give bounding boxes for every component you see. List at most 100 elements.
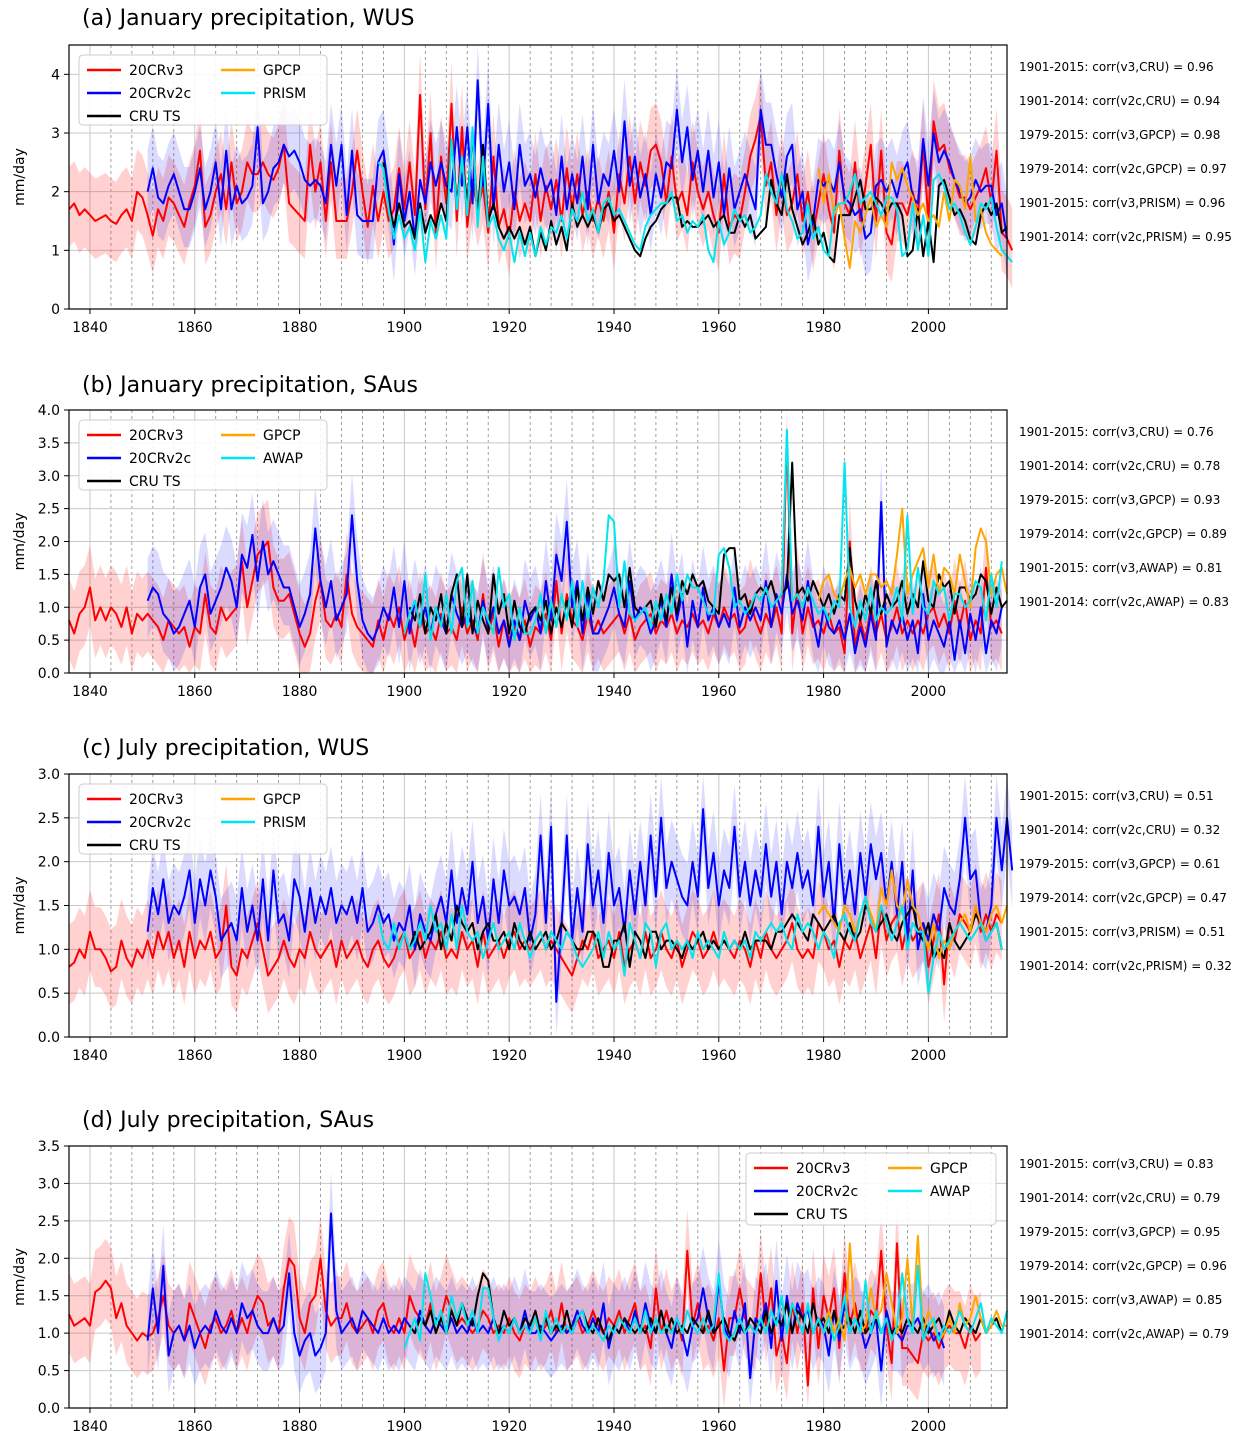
panel-a-correlation-note: 1901-2014: corr(v2c,CRU) = 0.94 [1019,94,1221,108]
panel-b-y-tick-label: 3.5 [38,436,60,452]
panel-c-x-tick-label: 1860 [177,1048,213,1064]
panel-d-correlation-note: 1901-2015: corr(v3,AWAP) = 0.85 [1019,1293,1223,1307]
panel-d-x-tick-label: 1880 [282,1419,318,1431]
panel-c-correlation-note: 1901-2015: corr(v3,CRU) = 0.51 [1019,789,1214,803]
panel-d-legend-label: AWAP [930,1184,970,1200]
panel-c-legend-label: PRISM [263,815,306,831]
panel-b-x-tick-label: 1880 [282,684,318,700]
panel-a-plot: 1840 1860 1880 1900 1920 1940 1960 1980 2000 0 1 2 3… [12,44,1014,336]
panel-b-series-gpcp [817,507,1008,609]
panel-a-x-tick-label: 1880 [282,320,318,336]
panel-d-x-tick-label: 1920 [491,1419,527,1431]
panel-c-correlation-note: 1979-2014: corr(v2c,GPCP) = 0.47 [1019,891,1227,905]
panel-c-y-tick-label: 1.5 [38,899,60,915]
panel-b-plot: 1840 1860 1880 1900 1920 1940 1960 1980 2000 0.0 0… [12,403,1008,700]
panel-b-series-awap [403,428,1003,642]
panel-a-series-20crv2c [146,79,1008,246]
panel-a-legend: 20CRv3 20CRv2c CRU TS GPCP PRISM [78,54,328,126]
panel-b-series-20crv2c [146,501,1003,661]
panel-a-x-tick-label: 1860 [177,320,213,336]
panel-b-legend-label: GPCP [263,428,301,444]
panel-d-title: (d) July precipitation, SAus [82,1108,375,1133]
panel-a-correlation-note: 1901-2014: corr(v2c,PRISM) = 0.95 [1019,230,1232,244]
panel-b-y-tick-label: 4.0 [38,403,60,419]
panel-a-y-tick-label: 1 [51,243,60,259]
panel-a-series-20crv3 [68,93,1014,251]
panel-a-correlation-note: 1979-2014: corr(v2c,GPCP) = 0.97 [1019,162,1227,176]
panel-d-correlation-note: 1979-2014: corr(v2c,GPCP) = 0.96 [1019,1259,1227,1273]
panel-c-correlation-note: 1901-2014: corr(v2c,PRISM) = 0.32 [1019,959,1232,973]
panel-a-correlation-note: 1979-2015: corr(v3,GPCP) = 0.98 [1019,128,1221,142]
panel-d-legend: 20CRv3 20CRv2c CRU TS GPCP AWAP [745,1152,997,1226]
panel-d-y-tick-label: 1.5 [38,1289,60,1305]
panel-b-y-tick-label: 2.0 [38,535,60,551]
panel-c-x-tick-label: 1920 [491,1048,527,1064]
panel-b-x-tick-label: 1980 [806,684,842,700]
panel-b-y-tick-label: 1.5 [38,567,60,583]
panel-d-x-tick-label: 1960 [701,1419,737,1431]
panel-b-correlation-note: 1901-2015: corr(v3,AWAP) = 0.81 [1019,561,1223,575]
panel-d-x-tick-label: 2000 [911,1419,947,1431]
panel-a-y-tick-label: 0 [51,302,60,318]
panel-c-series-prism [377,895,1003,995]
panel-d-series-awap [403,1264,1008,1349]
panel-a-20crv2c-spread [147,45,1008,283]
panel-b-correlation-note: 1901-2014: corr(v2c,CRU) = 0.78 [1019,459,1221,473]
panel-c-plot: 1840 1860 1880 1900 1920 1940 1960 1980 2000 0.0 0… [12,767,1014,1064]
panel-b-y-tick-label: 2.5 [38,502,60,518]
panel-b-x-tick-label: 1920 [491,684,527,700]
panel-c-series-20crv2c [146,808,1014,1003]
panel-c-legend-label: 20CRv2c [129,815,191,831]
panel-a-y-tick-label: 3 [51,126,60,142]
panel-b-x-tick-label: 1860 [177,684,213,700]
panel-d-correlation-note: 1901-2015: corr(v3,CRU) = 0.83 [1019,1157,1214,1171]
panel-c-legend-label: CRU TS [129,838,181,854]
panel-a-20crv3-spread [69,52,1013,289]
panel-b-correlation-note: 1901-2015: corr(v3,CRU) = 0.76 [1019,425,1214,439]
panel-a-x-tick-label: 1960 [701,320,737,336]
panel-d-correlation-note: 1979-2015: corr(v3,GPCP) = 0.95 [1019,1225,1221,1239]
panel-a-series-gpcp [817,155,1003,269]
panel-d-y-tick-label: 3.5 [38,1139,60,1155]
panel-c-y-tick-label: 1.0 [38,942,60,958]
panel-c-x-tick-label: 1940 [596,1048,632,1064]
panel-b-legend-label: CRU TS [129,474,181,490]
panel-b-title: (b) January precipitation, SAus [82,373,418,398]
panel-a-y-axis-label: mm/day [12,148,28,206]
panel-a-x-tick-label: 1980 [806,320,842,336]
panel-a-x-tick-label: 2000 [911,320,947,336]
panel-d-20crv2c-spread [147,1171,945,1408]
panel-c-y-tick-label: 2.0 [38,855,60,871]
panel-d-y-tick-label: 2.0 [38,1251,60,1267]
panel-d-legend-label: 20CRv3 [796,1161,851,1177]
panel-c-x-tick-label: 1880 [282,1048,318,1064]
panel-b-legend-label: 20CRv3 [129,428,184,444]
panel-b-y-tick-label: 0.0 [38,666,60,682]
panel-a-correlation-note: 1901-2015: corr(v3,PRISM) = 0.96 [1019,196,1226,210]
panel-b-x-tick-label: 1940 [596,684,632,700]
panel-a-legend-label: PRISM [263,86,306,102]
panel-a-x-tick-label: 1940 [596,320,632,336]
panel-d-x-tick-label: 1980 [806,1419,842,1431]
panel-a-axes-frame [68,44,1008,310]
panel-d-legend-label: GPCP [930,1161,968,1177]
panel-b-x-tick-label: 1900 [387,684,423,700]
panel-a-legend-label: CRU TS [129,109,181,125]
panel-b-legend: 20CRv3 20CRv2c CRU TS GPCP AWAP [78,419,328,491]
panel-d-x-tick-label: 1860 [177,1419,213,1431]
panel-d-y-tick-label: 0.5 [38,1364,60,1380]
panel-d-correlation-note: 1901-2014: corr(v2c,CRU) = 0.79 [1019,1191,1221,1205]
panel-c-x-tick-label: 1840 [72,1048,108,1064]
panel-a-legend-label: GPCP [263,63,301,79]
panel-d-x-tick-label: 1840 [72,1419,108,1431]
panel-a-series-prism [377,126,1013,264]
panel-d-correlation-note: 1901-2014: corr(v2c,AWAP) = 0.79 [1019,1327,1229,1341]
panel-d-series-cru-ts [408,1272,1003,1342]
panel-b-x-tick-label: 1840 [72,684,108,700]
panel-b-x-tick-label: 1960 [701,684,737,700]
panel-c-x-tick-label: 1980 [806,1048,842,1064]
panel-c-y-axis-label: mm/day [12,877,28,935]
panel-c-legend: 20CRv3 20CRv2c CRU TS GPCP PRISM [78,783,328,855]
